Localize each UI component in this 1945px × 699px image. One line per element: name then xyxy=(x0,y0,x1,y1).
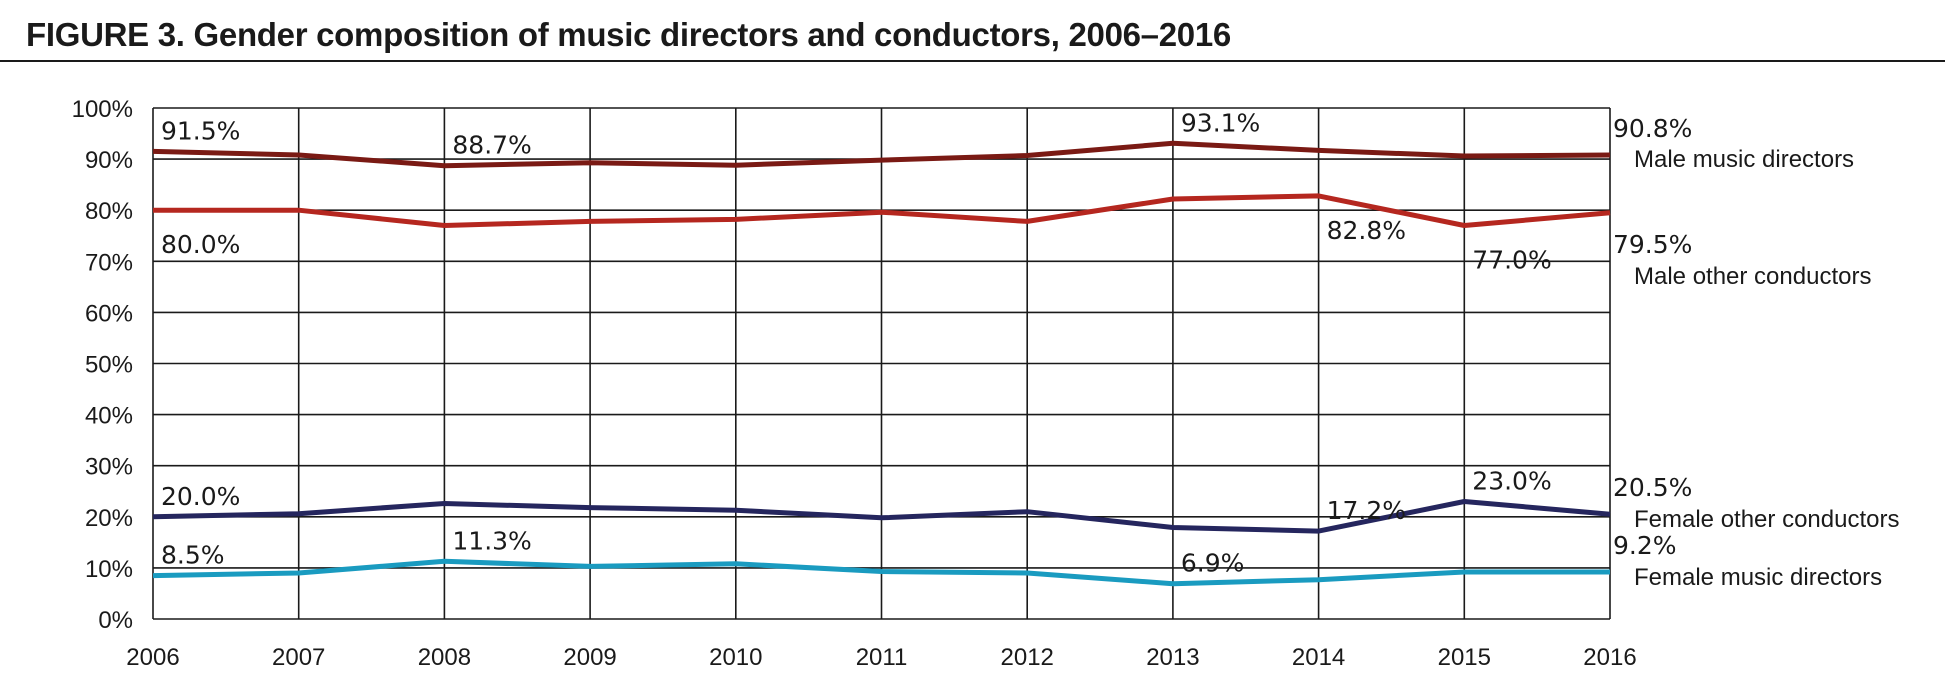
data-label-2-0: 20.0% xyxy=(161,482,240,511)
x-axis: 2006 2007 2008 2009 2010 2011 2012 2013 2014 2015… xyxy=(126,644,1636,671)
y-tick-label-7: 70% xyxy=(85,249,133,276)
series-name-label-0: Male music directors xyxy=(1634,146,1854,173)
series-line-3 xyxy=(152,558,1610,587)
y-tick-label-10: 100% xyxy=(72,96,133,123)
data-label-0-2: 93.1% xyxy=(1181,108,1260,137)
data-label-2-2: 23.0% xyxy=(1472,466,1551,495)
data-label-1-1: 82.8% xyxy=(1327,216,1406,245)
y-tick-label-4: 40% xyxy=(85,403,133,430)
series-lines xyxy=(152,140,1611,587)
data-label-3-0: 8.5% xyxy=(161,541,225,570)
data-label-0-0: 91.5% xyxy=(161,116,240,145)
y-tick-label-3: 30% xyxy=(85,454,133,481)
data-label-3-1: 11.3% xyxy=(452,526,531,555)
x-tick-label-7: 2013 xyxy=(1146,644,1199,671)
x-tick-label-1: 2007 xyxy=(272,644,325,671)
series-name-label-3: Female music directors xyxy=(1634,564,1882,591)
x-tick-label-8: 2014 xyxy=(1292,644,1345,671)
data-label-3-2: 6.9% xyxy=(1181,549,1245,578)
y-axis: 0% 10% 20% 30% 40% 50% 60% 70% 80% 90% 100% xyxy=(72,96,133,634)
y-tick-label-6: 60% xyxy=(85,300,133,327)
data-labels: 91.5% 88.7% 93.1% 90.8% Male music directors… xyxy=(161,108,1899,591)
data-label-3-3: 9.2% xyxy=(1613,531,1677,560)
data-label-1-0: 80.0% xyxy=(161,230,240,259)
y-tick-label-8: 80% xyxy=(85,198,133,225)
y-tick-label-5: 50% xyxy=(85,352,133,379)
data-label-1-3: 79.5% xyxy=(1613,230,1692,259)
x-tick-label-6: 2012 xyxy=(1001,644,1054,671)
y-tick-label-2: 20% xyxy=(85,505,133,532)
series-line-0 xyxy=(152,140,1611,169)
title-rule xyxy=(0,60,1945,62)
y-tick-label-1: 10% xyxy=(85,556,133,583)
chart-title: FIGURE 3. Gender composition of music di… xyxy=(26,16,1231,53)
data-label-0-3: 90.8% xyxy=(1613,114,1692,143)
x-tick-label-10: 2016 xyxy=(1583,644,1636,671)
series-name-label-1: Male other conductors xyxy=(1634,263,1871,290)
x-tick-label-2: 2008 xyxy=(418,644,471,671)
x-tick-label-9: 2015 xyxy=(1438,644,1491,671)
series-line-2 xyxy=(152,499,1611,534)
x-tick-label-0: 2006 xyxy=(126,644,179,671)
data-label-0-1: 88.7% xyxy=(452,131,531,160)
x-tick-label-4: 2010 xyxy=(709,644,762,671)
x-tick-label-5: 2011 xyxy=(856,644,908,671)
y-tick-label-0: 0% xyxy=(98,607,133,634)
y-tick-label-9: 90% xyxy=(85,147,133,174)
data-label-2-3: 20.5% xyxy=(1613,473,1692,502)
data-label-1-2: 77.0% xyxy=(1472,246,1551,275)
data-label-2-1: 17.2% xyxy=(1327,496,1406,525)
series-line-1 xyxy=(153,193,1611,228)
x-tick-label-3: 2009 xyxy=(563,644,616,671)
series-name-label-2: Female other conductors xyxy=(1634,506,1899,533)
grid-lines xyxy=(152,107,1611,620)
